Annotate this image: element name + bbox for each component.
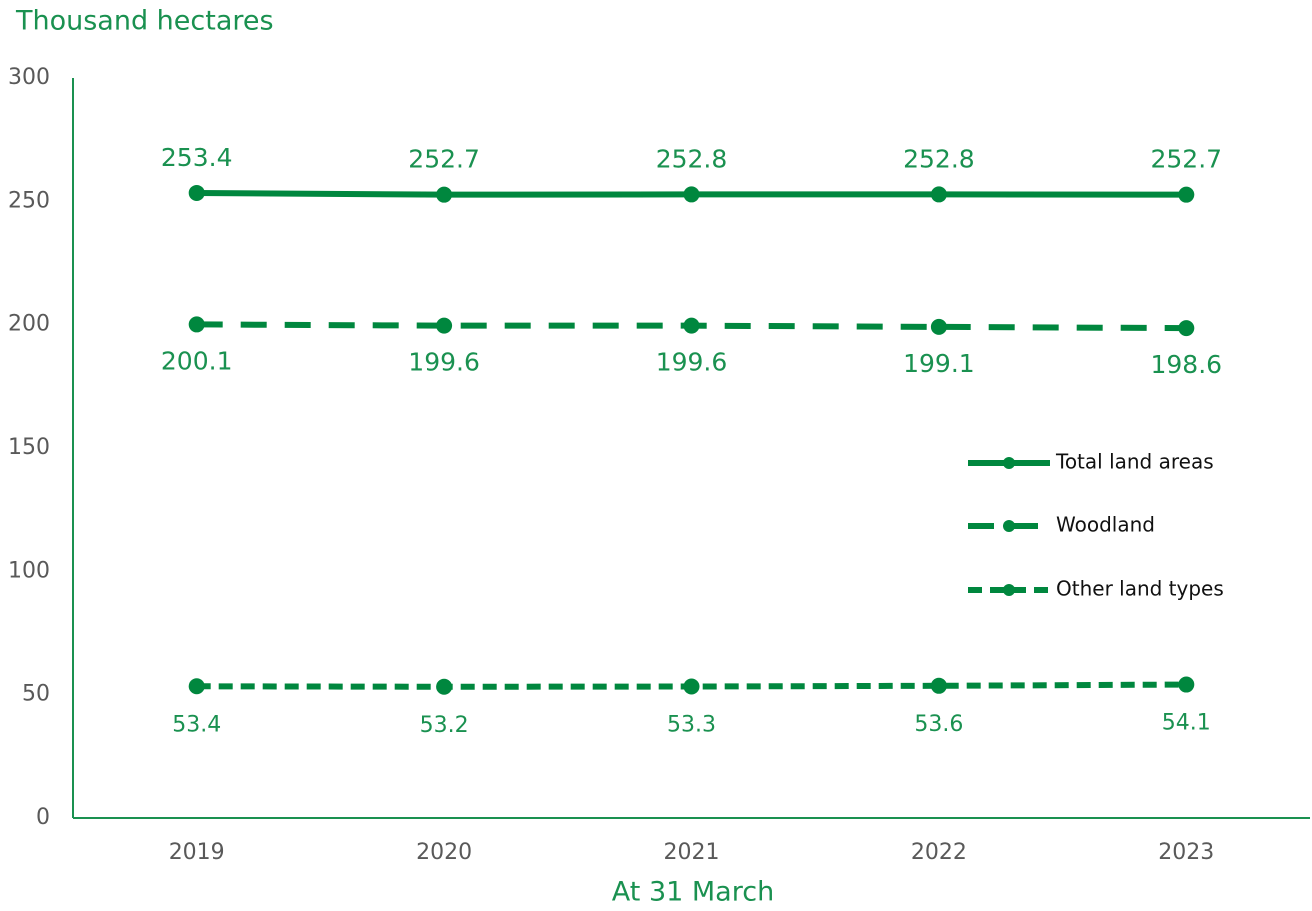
x-axis-label: At 31 March (612, 877, 774, 908)
legend-label: Woodland (1056, 513, 1155, 537)
data-label: 53.4 (172, 712, 221, 737)
legend-marker (1003, 457, 1015, 469)
data-point (930, 318, 947, 335)
x-tick-label: 2023 (1158, 840, 1214, 865)
data-point (188, 316, 205, 333)
data-point (930, 677, 947, 694)
data-point (1178, 186, 1195, 203)
data-label: 199.6 (656, 348, 728, 377)
data-point (436, 317, 453, 334)
y-tick-label: 150 (8, 435, 50, 460)
data-label: 252.7 (408, 145, 480, 174)
data-label: 200.1 (161, 346, 233, 375)
y-tick-label: 0 (36, 805, 50, 830)
x-tick-label: 2022 (911, 840, 967, 865)
legend-marker (1003, 584, 1015, 596)
data-label: 199.1 (903, 349, 975, 378)
data-point (683, 186, 700, 203)
legend-label: Other land types (1056, 577, 1224, 601)
legend-label: Total land areas (1055, 450, 1214, 474)
data-label: 53.6 (914, 712, 963, 737)
data-label: 252.8 (656, 144, 728, 173)
data-label: 53.2 (420, 713, 469, 738)
y-tick-label: 300 (8, 65, 50, 90)
data-point (436, 678, 453, 695)
data-label: 53.3 (667, 713, 716, 738)
data-point (683, 678, 700, 695)
y-tick-label: 200 (8, 312, 50, 337)
data-point (188, 184, 205, 201)
x-tick-label: 2020 (416, 840, 472, 865)
y-tick-label: 50 (22, 682, 50, 707)
data-label: 252.8 (903, 144, 975, 173)
x-tick-label: 2021 (664, 840, 720, 865)
data-point (188, 678, 205, 695)
y-tick-label: 100 (8, 558, 50, 583)
data-point (1178, 676, 1195, 693)
data-point (930, 186, 947, 203)
chart-title: Thousand hectares (15, 6, 274, 37)
x-tick-label: 2019 (169, 840, 225, 865)
data-point (1178, 320, 1195, 337)
legend-marker (1003, 520, 1015, 532)
data-point (683, 317, 700, 334)
data-label: 198.6 (1151, 350, 1223, 379)
data-label: 253.4 (161, 143, 233, 172)
data-label: 252.7 (1151, 145, 1223, 174)
data-point (436, 186, 453, 203)
data-label: 54.1 (1162, 711, 1211, 736)
y-tick-label: 250 (8, 188, 50, 213)
data-label: 199.6 (408, 348, 480, 377)
